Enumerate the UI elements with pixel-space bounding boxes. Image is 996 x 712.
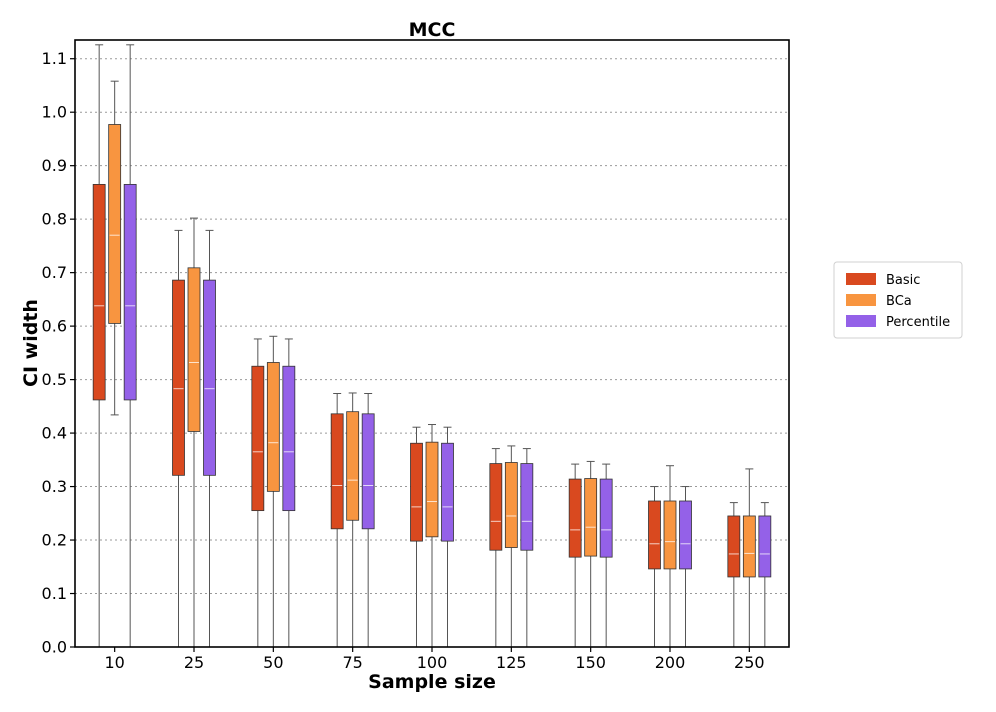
box-percentile-25 <box>203 229 216 647</box>
x-tick-label: 125 <box>496 653 527 672</box>
box-basic-125 <box>489 448 503 647</box>
box-body <box>727 515 741 578</box>
box-basic-75 <box>330 393 344 647</box>
box-body <box>361 413 375 530</box>
box-body <box>172 279 185 476</box>
box-body <box>425 441 439 538</box>
box-bca-10 <box>108 80 122 416</box>
box-bca-250 <box>742 468 756 647</box>
box-bca-50 <box>266 335 280 647</box>
box-basic-25 <box>172 229 185 647</box>
box-basic-10 <box>92 44 106 647</box>
box-percentile-10 <box>123 44 137 647</box>
box-body <box>441 442 454 542</box>
x-tick-label: 10 <box>104 653 124 672</box>
box-percentile-200 <box>679 486 692 647</box>
box-percentile-100 <box>441 426 454 647</box>
y-tick-label: 0.8 <box>42 210 67 229</box>
box-body <box>599 478 613 558</box>
legend-label-basic: Basic <box>886 273 920 288</box>
box-basic-50 <box>251 338 265 647</box>
box-body <box>92 183 106 401</box>
y-tick-label: 0.2 <box>42 531 67 550</box>
legend-swatch-basic <box>846 273 876 285</box>
box-percentile-50 <box>282 338 296 647</box>
x-tick-label: 25 <box>184 653 204 672</box>
x-tick-label: 75 <box>342 653 362 672</box>
legend: Basic BCa Percentile <box>833 261 963 339</box>
y-axis-label: CI width <box>20 299 42 387</box>
legend-label-percentile: Percentile <box>886 315 950 330</box>
y-tick-label: 0.1 <box>42 584 67 603</box>
box-basic-250 <box>727 502 741 647</box>
box-bca-25 <box>187 217 201 647</box>
box-basic-150 <box>568 463 582 647</box>
box-body <box>203 279 216 476</box>
box-body <box>584 478 598 557</box>
box-body <box>520 463 534 551</box>
legend-label-bca: BCa <box>886 294 912 309</box>
box-groups <box>92 44 772 647</box>
x-tick-label: 100 <box>417 653 448 672</box>
box-body <box>346 411 360 521</box>
box-body <box>758 515 772 578</box>
x-axis-ticks: 10 25 50 75 100 125 150 200 250 <box>104 647 765 672</box>
y-tick-label: 0.9 <box>42 156 67 175</box>
box-percentile-125 <box>520 448 534 647</box>
y-tick-label: 1.1 <box>42 49 67 68</box>
box-body <box>410 442 423 542</box>
x-axis-label: Sample size <box>368 671 496 693</box>
box-percentile-250 <box>758 502 772 647</box>
y-axis-ticks: 0.0 0.1 0.2 0.3 0.4 0.5 0.6 0.7 0.8 0.9 1.0 1.1 <box>42 49 75 657</box>
y-tick-label: 0.7 <box>42 263 67 282</box>
x-tick-label: 50 <box>263 653 283 672</box>
box-body <box>679 500 692 570</box>
y-tick-label: 0.6 <box>42 317 67 336</box>
box-body <box>108 124 122 324</box>
chart-title: MCC <box>409 19 456 41</box>
box-body <box>330 413 344 530</box>
legend-swatch-bca <box>846 294 876 306</box>
box-bca-150 <box>584 460 598 647</box>
box-body <box>282 365 296 512</box>
box-body <box>648 500 661 570</box>
y-tick-label: 0.5 <box>42 370 67 389</box>
box-body <box>251 365 265 512</box>
legend-swatch-percentile <box>846 315 876 327</box>
box-body <box>568 478 582 558</box>
box-bca-200 <box>663 465 677 647</box>
box-body <box>663 500 677 570</box>
box-body <box>742 515 756 578</box>
x-tick-label: 200 <box>655 653 686 672</box>
box-basic-100 <box>410 426 423 647</box>
box-body <box>123 183 137 401</box>
box-body <box>489 463 503 551</box>
y-tick-label: 1.0 <box>42 103 67 122</box>
box-bca-75 <box>346 392 360 647</box>
box-body <box>187 267 201 432</box>
x-tick-label: 150 <box>575 653 606 672</box>
y-tick-label: 0.4 <box>42 424 67 443</box>
y-tick-label: 0.0 <box>42 638 67 657</box>
y-tick-label: 0.3 <box>42 477 67 496</box>
box-percentile-75 <box>361 393 375 647</box>
box-bca-125 <box>504 445 518 647</box>
x-tick-label: 250 <box>734 653 765 672</box>
box-body <box>266 362 280 492</box>
box-percentile-150 <box>599 463 613 647</box>
box-basic-200 <box>648 486 661 647</box>
box-bca-100 <box>425 424 439 647</box>
box-body <box>504 462 518 548</box>
